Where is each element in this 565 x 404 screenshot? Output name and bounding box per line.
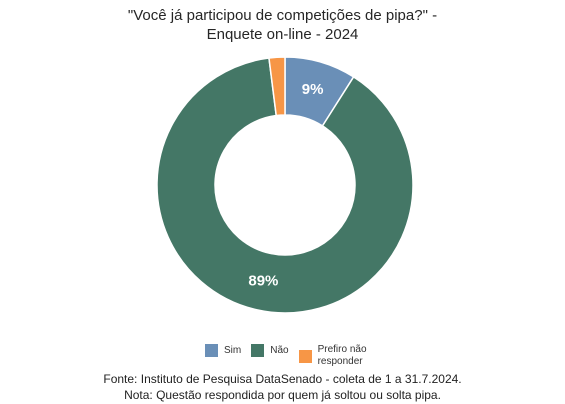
chart-footnote: Nota: Questão respondida por quem já sol… [124, 388, 441, 402]
legend-label-prefiro-nao-responder: Prefiro não responder [317, 344, 367, 367]
chart-slices [156, 56, 414, 314]
chart-data-labels: 9% 89% [248, 81, 323, 290]
slice-nao [156, 57, 414, 314]
legend-swatch-prefiro-nao-responder [298, 349, 312, 363]
legend-label-nao: Não [270, 345, 289, 356]
legend-label-sim: Sim [224, 345, 242, 356]
slice-prefiro-nao-responder [268, 56, 286, 117]
data-label-sim: 9% [302, 81, 324, 98]
legend-swatch-sim [205, 344, 218, 357]
chart-source-note: Fonte: Instituto de Pesquisa DataSenado … [103, 372, 462, 386]
legend-item-sim: Sim [205, 344, 241, 357]
chart-title-line-1: "Você já participou de competições de pi… [127, 7, 438, 24]
data-label-nao: 89% [248, 273, 278, 290]
legend-swatch-nao [251, 344, 265, 357]
chart-title-line-2: Enquete on-line - 2024 [206, 26, 359, 43]
legend-item-nao: Não [251, 344, 289, 357]
legend-item-prefiro-nao-responder: Prefiro não responder [298, 344, 378, 368]
chart-title: "Você já participou de competições de pi… [0, 6, 565, 44]
chart-legend: Sim Não Prefiro não responder [205, 344, 388, 368]
